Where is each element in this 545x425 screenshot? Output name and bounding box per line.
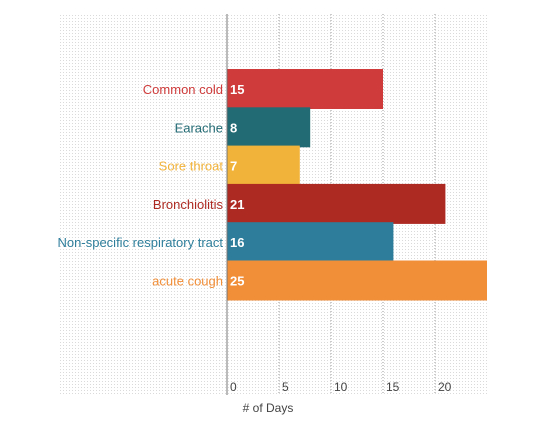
bar [227, 145, 300, 186]
x-tick-label: 15 [386, 380, 400, 394]
value-label: 21 [230, 197, 244, 212]
bar [227, 222, 394, 263]
value-label: 25 [230, 274, 244, 289]
value-label: 7 [230, 159, 237, 174]
value-label: 15 [230, 82, 244, 97]
x-tick-label: 0 [230, 380, 237, 394]
x-tick-label: 5 [282, 380, 289, 394]
category-label: Earache [175, 120, 223, 135]
x-tick-labels: 0 5 10 15 20 [230, 380, 452, 394]
bar [227, 69, 383, 109]
value-label: 8 [230, 120, 237, 135]
category-label: Common cold [143, 82, 223, 97]
bar [227, 260, 487, 301]
category-label: Sore throat [159, 159, 224, 174]
bar [227, 183, 446, 224]
bars: Common cold 15 Earache 8 Sore throat 7 Bronchi… [58, 69, 487, 301]
category-label: acute cough [152, 274, 223, 289]
value-label: 16 [230, 235, 244, 250]
category-label: Bronchiolitis [153, 197, 224, 212]
bar [227, 107, 311, 148]
x-tick-label: 20 [438, 380, 452, 394]
category-label: Non-specific respiratory tract [58, 235, 224, 250]
x-axis-title: # of Days [243, 401, 294, 415]
x-tick-label: 10 [334, 380, 348, 394]
